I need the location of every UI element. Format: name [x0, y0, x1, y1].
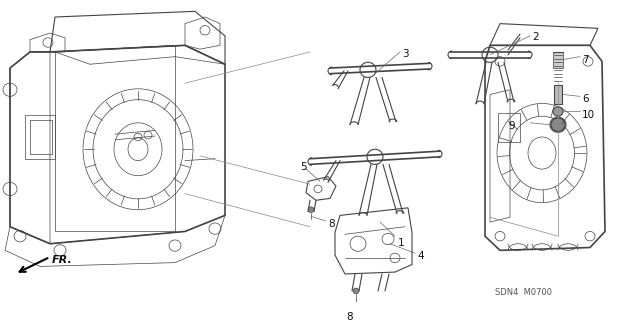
Text: 3: 3	[402, 49, 408, 59]
Polygon shape	[554, 85, 562, 104]
Bar	[498, 113, 520, 142]
Text: 9: 9	[508, 121, 515, 131]
Text: 4: 4	[417, 251, 424, 261]
Circle shape	[553, 107, 563, 116]
Circle shape	[308, 207, 314, 212]
Text: 8: 8	[347, 312, 353, 320]
Text: 10: 10	[582, 109, 595, 120]
Circle shape	[353, 288, 359, 294]
Text: 7: 7	[582, 55, 589, 65]
Text: 2: 2	[532, 32, 539, 42]
Text: FR.: FR.	[52, 255, 73, 265]
Text: SDN4  M0700: SDN4 M0700	[495, 288, 552, 297]
Text: 1: 1	[398, 238, 404, 248]
Text: 6: 6	[582, 94, 589, 104]
Text: 5: 5	[300, 163, 307, 172]
Circle shape	[551, 118, 565, 131]
Text: 8: 8	[328, 219, 335, 229]
Polygon shape	[553, 52, 563, 68]
